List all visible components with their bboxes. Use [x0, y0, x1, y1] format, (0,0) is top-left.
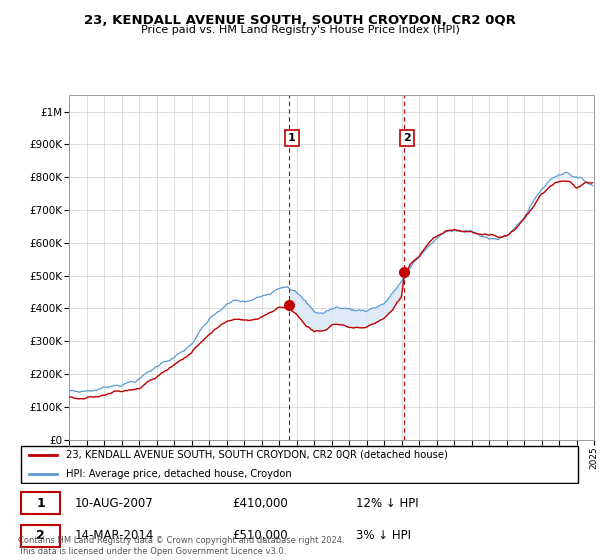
Text: Contains HM Land Registry data © Crown copyright and database right 2024.
This d: Contains HM Land Registry data © Crown c… [18, 536, 344, 556]
Text: Price paid vs. HM Land Registry's House Price Index (HPI): Price paid vs. HM Land Registry's House … [140, 25, 460, 35]
Text: £410,000: £410,000 [232, 497, 288, 510]
Text: 3% ↓ HPI: 3% ↓ HPI [356, 529, 412, 543]
Text: 23, KENDALL AVENUE SOUTH, SOUTH CROYDON, CR2 0QR (detached house): 23, KENDALL AVENUE SOUTH, SOUTH CROYDON,… [66, 450, 448, 460]
Text: HPI: Average price, detached house, Croydon: HPI: Average price, detached house, Croy… [66, 469, 292, 479]
Text: 12% ↓ HPI: 12% ↓ HPI [356, 497, 419, 510]
FancyBboxPatch shape [21, 525, 61, 547]
FancyBboxPatch shape [21, 446, 578, 483]
Text: 1: 1 [288, 133, 296, 143]
Text: £510,000: £510,000 [232, 529, 288, 543]
Text: 2: 2 [403, 133, 411, 143]
Text: 2: 2 [36, 529, 45, 543]
Text: 1: 1 [36, 497, 45, 510]
FancyBboxPatch shape [21, 492, 61, 514]
Text: 10-AUG-2007: 10-AUG-2007 [74, 497, 153, 510]
Text: 23, KENDALL AVENUE SOUTH, SOUTH CROYDON, CR2 0QR: 23, KENDALL AVENUE SOUTH, SOUTH CROYDON,… [84, 14, 516, 27]
Text: 14-MAR-2014: 14-MAR-2014 [74, 529, 154, 543]
